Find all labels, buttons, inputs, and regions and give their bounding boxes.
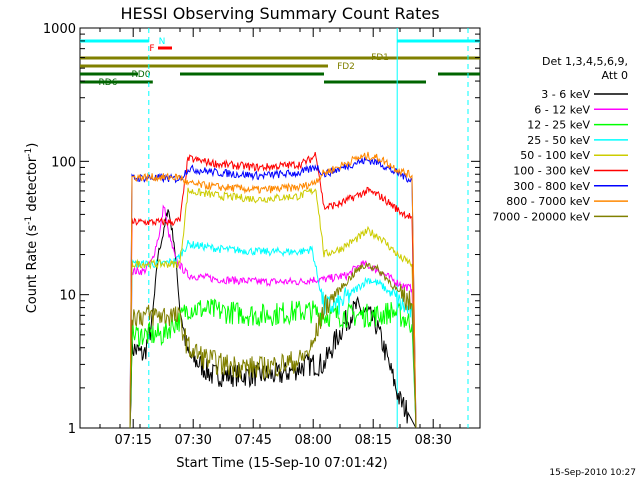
x-tick-label: 08:00 bbox=[294, 433, 331, 448]
series-line-800-7000-kev bbox=[129, 151, 417, 429]
x-tick-label: 07:15 bbox=[114, 433, 151, 448]
y-axis-label: Count Rate (s-1 detector-1) bbox=[24, 143, 40, 314]
y-tick-label: 100 bbox=[51, 155, 76, 170]
series-line-300-800-kev bbox=[129, 156, 417, 429]
legend: Det 1,3,4,5,6,9, Att 0 3 - 6 keV 6 - 12 k… bbox=[492, 55, 628, 223]
timestamp: 15-Sep-2010 10:27 bbox=[549, 468, 636, 478]
flag-bars: NF FD1 FD2 RD0 RD6 bbox=[80, 37, 480, 88]
y-axis-label-sup1: -1 bbox=[24, 216, 34, 225]
flag-label-n: N bbox=[159, 37, 166, 47]
flag-label-fd2: FD2 bbox=[337, 62, 355, 72]
flag-label-fd1: FD1 bbox=[371, 53, 389, 63]
legend-label-800-7000-kev: 800 - 7000 keV bbox=[506, 195, 590, 208]
chart-title: HESSI Observing Summary Count Rates bbox=[120, 4, 439, 23]
x-tick-label: 07:45 bbox=[234, 433, 271, 448]
legend-label-7000-20000-kev: 7000 - 20000 keV bbox=[492, 210, 590, 223]
x-tick-label: 08:15 bbox=[354, 433, 391, 448]
legend-title-line1: Det 1,3,4,5,6,9, bbox=[542, 55, 628, 68]
flag-label-f: F bbox=[149, 44, 154, 54]
x-axis-ticks: 07:15 07:30 07:45 08:00 08:15 08:30 bbox=[79, 28, 481, 448]
legend-label-50-100-kev: 50 - 100 keV bbox=[520, 149, 590, 162]
x-tick-label: 07:30 bbox=[174, 433, 211, 448]
legend-label-3-6-kev: 3 - 6 keV bbox=[541, 88, 590, 101]
flag-label-rd0: RD0 bbox=[132, 70, 151, 80]
y-tick-label: 1 bbox=[68, 422, 76, 437]
legend-label-25-50-kev: 25 - 50 keV bbox=[527, 134, 590, 147]
legend-label-300-800-kev: 300 - 800 keV bbox=[513, 180, 590, 193]
y-axis-label-end: ) bbox=[25, 143, 40, 148]
legend-label-6-12-kev: 6 - 12 keV bbox=[534, 103, 590, 116]
plot-area: NF FD1 FD2 RD0 RD6 07:15 07:30 07:45 08:00 08:15… bbox=[43, 22, 481, 448]
series-line-7000-20000-kev bbox=[129, 262, 417, 429]
legend-label-100-300-kev: 100 - 300 keV bbox=[513, 165, 590, 178]
mode-lines bbox=[148, 28, 469, 428]
legend-title-line2: Att 0 bbox=[602, 69, 628, 82]
x-tick-label: 08:30 bbox=[414, 433, 451, 448]
series-line-6-12-kev bbox=[129, 204, 417, 429]
y-tick-label: 10 bbox=[59, 289, 76, 304]
y-axis-label-mid: detector bbox=[25, 156, 40, 216]
series-line-50-100-kev bbox=[129, 187, 417, 429]
series-line-12-25-kev bbox=[129, 298, 417, 429]
y-tick-label: 1000 bbox=[43, 22, 76, 37]
y-axis-label-main: Count Rate (s bbox=[25, 225, 40, 314]
y-axis-label-sup2: -1 bbox=[24, 148, 34, 157]
series-line-100-300-kev bbox=[129, 151, 417, 429]
x-axis-label: Start Time (15-Sep-10 07:01:42) bbox=[176, 456, 387, 471]
series-line-25-50-kev bbox=[129, 239, 417, 429]
series-lines bbox=[129, 151, 417, 429]
legend-label-12-25-kev: 12 - 25 keV bbox=[527, 119, 590, 132]
legend-items: 3 - 6 keV 6 - 12 keV 12 - 25 keV 25 - 50 ke… bbox=[492, 88, 628, 223]
y-axis-ticks: 1 10 100 1000 bbox=[43, 22, 480, 437]
flag-label-rd6: RD6 bbox=[99, 78, 118, 88]
plot-frame bbox=[79, 27, 481, 429]
